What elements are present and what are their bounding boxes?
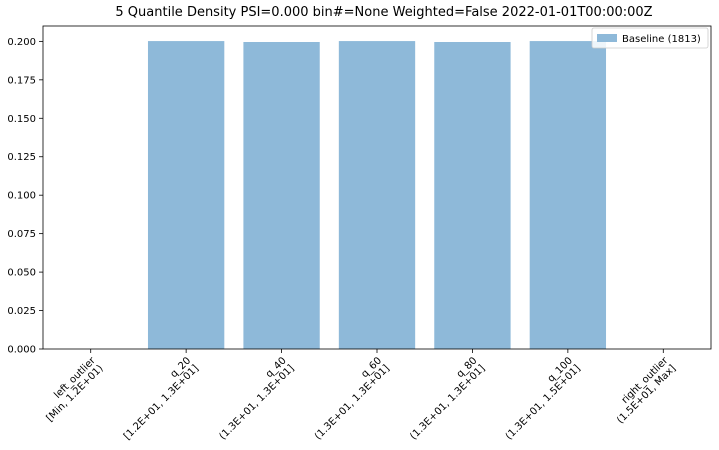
- y-tick-label: 0.000: [7, 345, 36, 356]
- y-tick-label: 0.050: [7, 268, 36, 279]
- bar-q-60: [338, 41, 416, 349]
- x-tick-label-line: (1.3E+01, 1.3E+01]: [408, 363, 487, 442]
- x-tick-label-line: (1.3E+01, 1.3E+01]: [217, 363, 296, 442]
- x-tick-label-text: q_80(1.3E+01, 1.3E+01]: [400, 355, 487, 442]
- plot-area: 0.000 0.025 0.050 0.075 0.100 0.125 0.150 0.175…: [7, 25, 712, 442]
- y-tick-label: 0.075: [7, 229, 36, 240]
- x-tick-label: q_60(1.3E+01, 1.3E+01]: [305, 355, 392, 442]
- legend-label: Baseline (1813): [622, 34, 701, 45]
- chart-title: 5 Quantile Density PSI=0.000 bin#=None W…: [115, 5, 652, 20]
- x-tick-label-text: q_40(1.3E+01, 1.3E+01]: [210, 355, 297, 442]
- y-tick-label: 0.125: [7, 152, 36, 163]
- bar-q-40: [243, 42, 320, 349]
- x-tick-label: q_100(1.3E+01, 1.5E+01]: [496, 355, 583, 442]
- x-tick-label-text: q_100(1.3E+01, 1.5E+01]: [496, 355, 583, 442]
- y-tick-label: 0.025: [7, 306, 36, 317]
- legend: Baseline (1813): [591, 27, 709, 49]
- x-tick-label-text: q_20[1.2E+01, 1.3E+01]: [114, 355, 201, 442]
- legend-swatch: [597, 34, 617, 42]
- bar-q-20: [147, 41, 225, 349]
- x-tick-label-line: (1.3E+01, 1.5E+01]: [504, 363, 583, 442]
- x-tick-label-text: right_outlier(1.5E+01, Max]: [607, 355, 678, 426]
- x-tick-label: right_outlier(1.5E+01, Max]: [607, 355, 678, 426]
- y-tick-label: 0.175: [7, 75, 36, 86]
- x-tick-label: q_80(1.3E+01, 1.3E+01]: [400, 355, 487, 442]
- y-tick-label: 0.150: [7, 114, 36, 125]
- x-tick-label-text: left_outlier[Min, 1.2E+01): [37, 355, 106, 424]
- bar-q-80: [434, 42, 511, 349]
- legend-box: [591, 27, 709, 49]
- y-tick-label: 0.100: [7, 191, 36, 202]
- y-tick-label: 0.200: [7, 37, 36, 48]
- x-tick-label: left_outlier[Min, 1.2E+01): [37, 355, 106, 424]
- x-tick-label-line: (1.3E+01, 1.3E+01]: [313, 363, 392, 442]
- x-tick-label: q_40(1.3E+01, 1.3E+01]: [210, 355, 297, 442]
- x-tick-label: q_20[1.2E+01, 1.3E+01]: [114, 355, 201, 442]
- bar-q-100: [529, 41, 607, 349]
- x-tick-label-text: q_60(1.3E+01, 1.3E+01]: [305, 355, 392, 442]
- x-tick-label-line: [1.2E+01, 1.3E+01]: [122, 363, 201, 442]
